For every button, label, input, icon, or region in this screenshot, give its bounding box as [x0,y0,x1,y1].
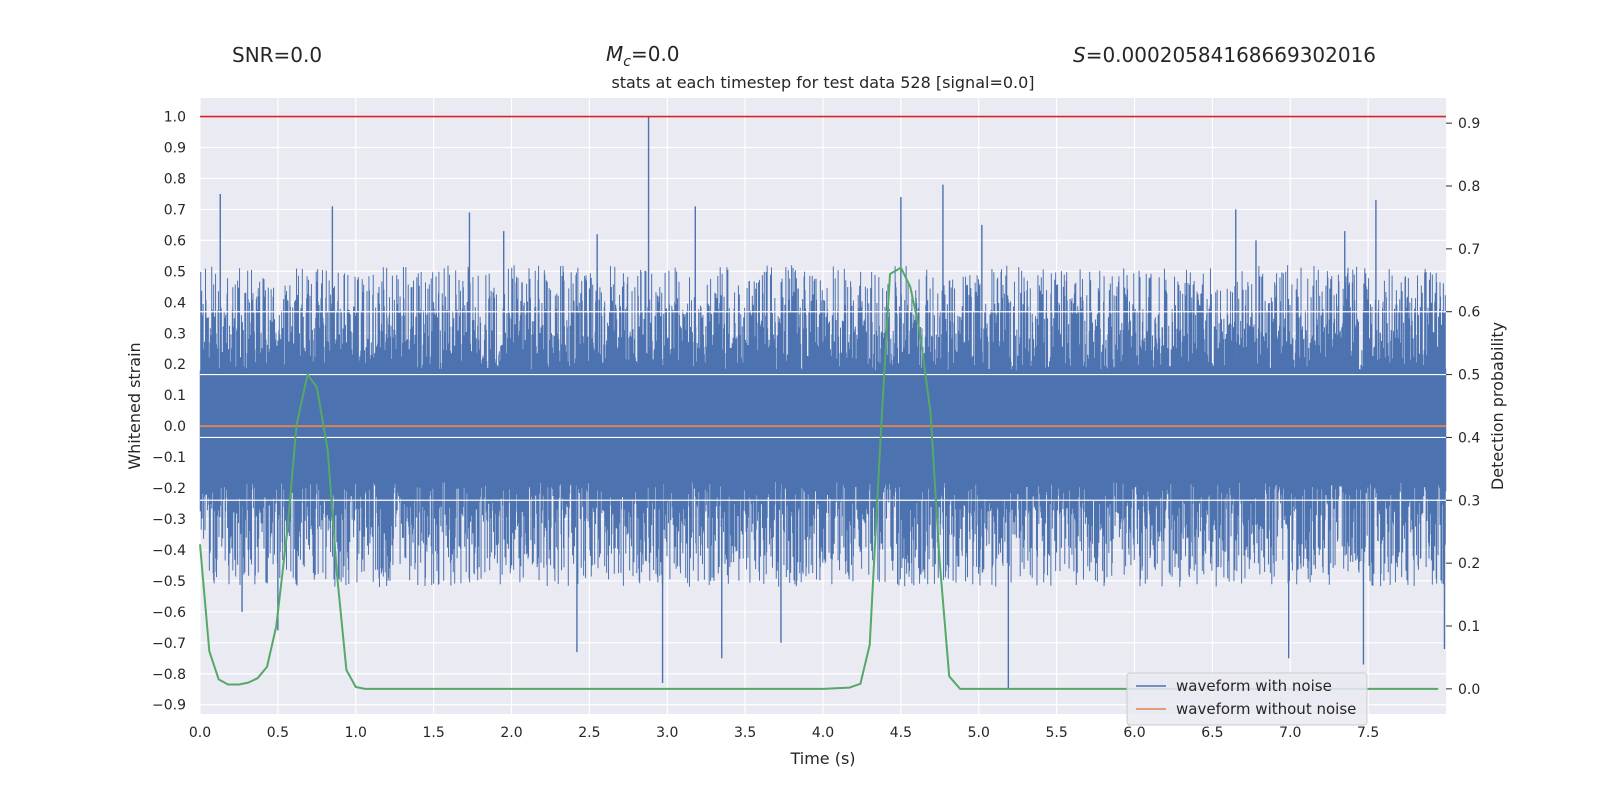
y-tick-label: 0.0 [164,419,186,435]
x-tick-label: 2.5 [578,725,600,741]
y2-tick-label: 0.5 [1458,368,1480,384]
y2-axis-label: Detection probability [1488,322,1507,490]
x-tick-label: 3.0 [656,725,678,741]
chart-title: stats at each timestep for test data 528… [611,73,1034,92]
snr-label: SNR=0.0 [232,43,322,67]
y2-tick-label: 0.8 [1458,179,1480,195]
y2-tick-label: 0.2 [1458,556,1480,572]
axis-ticks: 0.0 0.5 1.0 1.5 2.0 2.5 3.0 3.5 4.0 4.5 5.0 5.5 6.0 6… [152,110,1480,741]
y-tick-label: 0.4 [164,295,186,311]
stat-s-value: =0.00020584168669302016 [1086,43,1376,67]
x-tick-label: 2.0 [500,725,522,741]
y-tick-label: −0.3 [152,512,186,528]
y-tick-label: −0.7 [152,636,186,652]
x-tick-label: 3.5 [734,725,756,741]
y2-tick-label: 0.4 [1458,430,1480,446]
x-tick-label: 1.0 [345,725,367,741]
series-detection-probability [199,266,1439,690]
y-tick-label: −0.6 [152,605,186,621]
chirp-mass-subscript: c [623,54,631,70]
y2-tick-label: 0.3 [1458,493,1480,509]
y-tick-label: 1.0 [164,110,186,126]
chirp-mass-value: =0.0 [631,42,680,66]
stat-s-symbol: S [1073,43,1086,67]
x-tick-label: 7.5 [1357,725,1379,741]
y-tick-label: −0.5 [152,574,186,590]
y2-tick-label: 0.9 [1458,116,1480,132]
chirp-mass-label: Mc=0.0 [606,42,680,70]
y-tick-label: 0.3 [164,326,186,342]
y2-tick-label: 0.0 [1458,682,1480,698]
x-tick-label: 0.5 [267,725,289,741]
y2-tick-label: 0.1 [1458,619,1480,635]
x-tick-label: 4.5 [890,725,912,741]
legend: waveform with noise waveform without noi… [1126,672,1368,726]
y-tick-label: 0.2 [164,357,186,373]
y-tick-label: 0.8 [164,171,186,187]
y-tick-label: −0.2 [152,481,186,497]
y-tick-label: 0.9 [164,141,186,157]
y2-tick-label: 0.6 [1458,305,1480,321]
x-tick-label: 6.5 [1201,725,1223,741]
y-tick-label: −0.9 [152,698,186,714]
x-tick-label: 6.0 [1123,725,1145,741]
y-tick-label: −0.4 [152,543,186,559]
legend-label-waveform-with-noise: waveform with noise [1176,677,1332,695]
y-tick-label: 0.7 [164,202,186,218]
y-tick-label: 0.6 [164,233,186,249]
x-tick-label: 5.0 [968,725,990,741]
x-tick-label: 0.0 [189,725,211,741]
y-tick-label: 0.5 [164,264,186,280]
x-tick-label: 1.5 [422,725,444,741]
y2-tick-label: 0.7 [1458,242,1480,258]
y-axis-label: Whitened strain [125,342,144,469]
y-tick-label: −0.1 [152,450,186,466]
stat-s-label: S=0.00020584168669302016 [1073,43,1376,67]
x-tick-label: 5.5 [1045,725,1067,741]
y-tick-label: −0.8 [152,667,186,683]
legend-box [1126,672,1368,726]
legend-label-waveform-without-noise: waveform without noise [1176,700,1356,718]
y-tick-label: 0.1 [164,388,186,404]
x-tick-label: 4.0 [812,725,834,741]
series-lines [199,115,1446,690]
chirp-mass-symbol: M [606,42,623,66]
x-axis-label: Time (s) [789,749,855,768]
x-tick-label: 7.0 [1279,725,1301,741]
